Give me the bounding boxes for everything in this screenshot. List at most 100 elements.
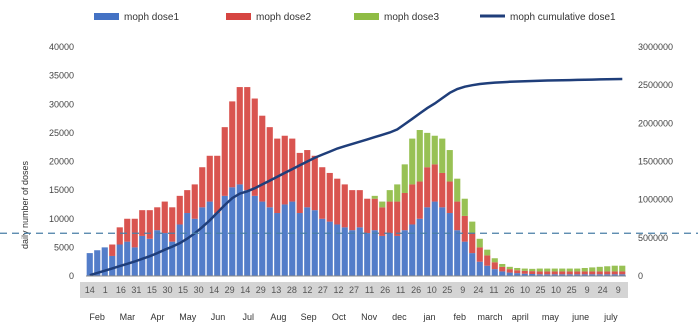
bar-moph-dose1 (506, 272, 513, 276)
bar-moph-dose3 (506, 266, 513, 270)
day-tick-label: 11 (489, 285, 498, 295)
bar-moph-dose1 (289, 201, 296, 276)
bar-moph-dose2 (446, 181, 453, 214)
bar-moph-dose1 (499, 271, 506, 276)
bar-moph-dose2 (461, 215, 468, 242)
month-label: Mar (120, 312, 136, 322)
bar-moph-dose2 (146, 210, 153, 239)
bar-moph-dose3 (536, 268, 543, 272)
bar-moph-dose3 (596, 266, 603, 272)
bar-moph-dose3 (589, 267, 596, 272)
legend-label: moph dose3 (384, 12, 439, 23)
bar-moph-dose1 (619, 274, 626, 276)
month-label: june (571, 312, 589, 322)
bar-moph-dose2 (371, 198, 378, 231)
bar-moph-dose2 (176, 195, 183, 225)
bar-moph-dose2 (319, 167, 326, 219)
bar-moph-dose3 (476, 238, 483, 248)
month-label: may (542, 312, 560, 322)
bar-moph-dose1 (439, 207, 446, 276)
bar-moph-dose2 (229, 101, 236, 188)
month-label: Jul (242, 312, 254, 322)
bar-moph-dose2 (484, 255, 491, 266)
month-label: july (603, 312, 618, 322)
y-tick-label: 40000 (49, 42, 74, 52)
bar-moph-dose2 (536, 271, 543, 275)
month-label: Jun (211, 312, 226, 322)
bar-moph-dose3 (619, 265, 626, 272)
bar-moph-dose3 (491, 258, 498, 263)
bar-moph-dose2 (326, 172, 333, 222)
legend-swatch (226, 13, 251, 20)
bar-moph-dose1 (521, 273, 528, 276)
cumulative-dose1-line (89, 77, 623, 277)
bar-moph-dose2 (454, 201, 461, 231)
bar-moph-dose1 (536, 274, 543, 276)
bar-moph-dose1 (356, 227, 363, 276)
y2-tick-label: 500000 (638, 233, 668, 243)
bar-moph-dose1 (551, 274, 558, 276)
bar-moph-dose2 (581, 271, 588, 275)
bar-moph-dose1 (304, 207, 311, 276)
month-label: april (512, 312, 529, 322)
bar-moph-dose3 (416, 130, 423, 182)
day-tick-label: 25 (536, 285, 546, 295)
bar-moph-dose2 (281, 135, 288, 205)
y2-tick-label: 2000000 (638, 118, 673, 128)
bar-moph-dose2 (341, 184, 348, 228)
day-tick-label: 10 (551, 285, 561, 295)
day-tick-label: 29 (256, 285, 266, 295)
bar-moph-dose3 (484, 249, 491, 256)
bar-moph-dose2 (409, 184, 416, 225)
month-label: jan (423, 312, 436, 322)
bar-moph-dose1 (596, 274, 603, 276)
bar-moph-dose2 (349, 190, 356, 231)
bar-moph-dose3 (566, 268, 573, 272)
bar-moph-dose1 (416, 218, 423, 276)
bar-moph-dose3 (559, 268, 566, 272)
bar-moph-dose3 (551, 268, 558, 272)
bar-moph-dose3 (461, 198, 468, 216)
bar-moph-dose3 (521, 268, 528, 271)
bar-moph-dose2 (499, 266, 506, 272)
bar-moph-dose1 (176, 224, 183, 276)
bar-moph-dose1 (206, 201, 213, 276)
bar-moph-dose1 (469, 253, 476, 276)
day-tick-label: 14 (85, 285, 95, 295)
bar-moph-dose2 (506, 269, 513, 273)
bar-moph-dose3 (469, 221, 476, 234)
day-tick-label: 1 (103, 285, 108, 295)
bar-moph-dose2 (124, 218, 131, 242)
bar-moph-dose3 (499, 263, 506, 267)
bar-moph-dose2 (559, 271, 566, 275)
legend-label: moph dose2 (256, 12, 311, 23)
axes: 0 5000 10000 15000 20000 25000 30000 35000 40000… (49, 42, 673, 322)
bar-moph-dose2 (566, 271, 573, 275)
y2-tick-label: 1500000 (638, 157, 673, 167)
day-tick-label: 27 (349, 285, 359, 295)
y2-tick-label: 3000000 (638, 42, 673, 52)
bar-moph-dose1 (349, 230, 356, 276)
y-tick-label: 35000 (49, 71, 74, 81)
bar-moph-dose2 (296, 152, 303, 214)
day-tick-label: 16 (116, 285, 126, 295)
bar-moph-dose3 (431, 135, 438, 165)
bar-moph-dose1 (386, 233, 393, 276)
bar-moph-dose2 (199, 167, 206, 208)
bar-moph-dose1 (581, 274, 588, 276)
day-tick-label: 14 (240, 285, 250, 295)
y-tick-label: 5000 (54, 242, 74, 252)
bar-moph-dose2 (184, 190, 191, 214)
bar-moph-dose2 (574, 271, 581, 275)
bar-moph-dose1 (589, 274, 596, 276)
bar-moph-dose1 (514, 273, 521, 276)
bar-moph-dose1 (161, 233, 168, 276)
legend: moph dose1 moph dose2 moph dose3 moph cumul… (94, 12, 616, 23)
bar-moph-dose1 (559, 274, 566, 276)
day-tick-label: 14 (209, 285, 219, 295)
bar-moph-dose2 (221, 127, 228, 196)
day-tick-label: 28 (287, 285, 297, 295)
bar-moph-dose2 (244, 87, 251, 191)
bar-moph-dose2 (529, 271, 536, 274)
bar-moph-dose2 (334, 178, 341, 225)
